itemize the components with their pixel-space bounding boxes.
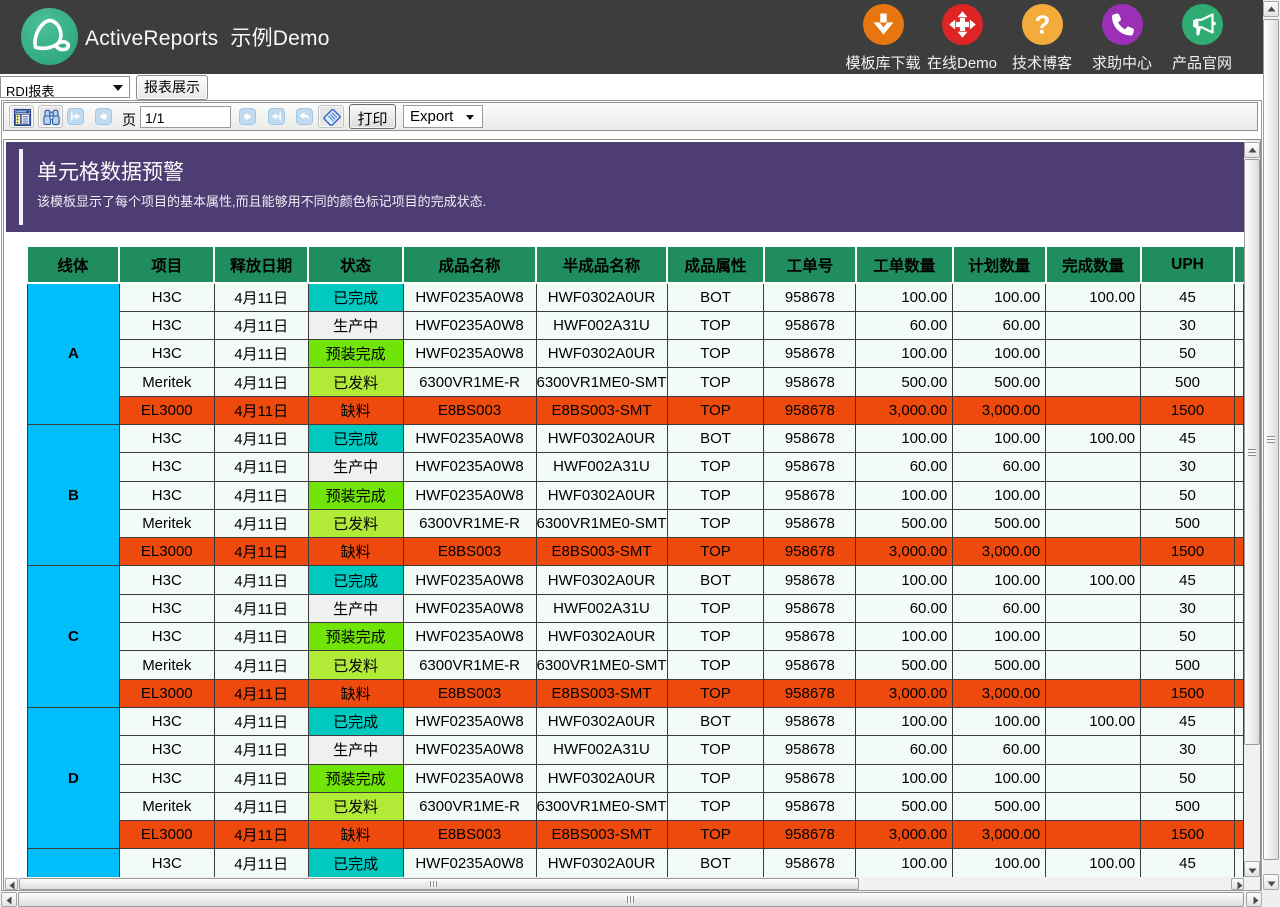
svg-text:?: ? [1034,10,1050,40]
